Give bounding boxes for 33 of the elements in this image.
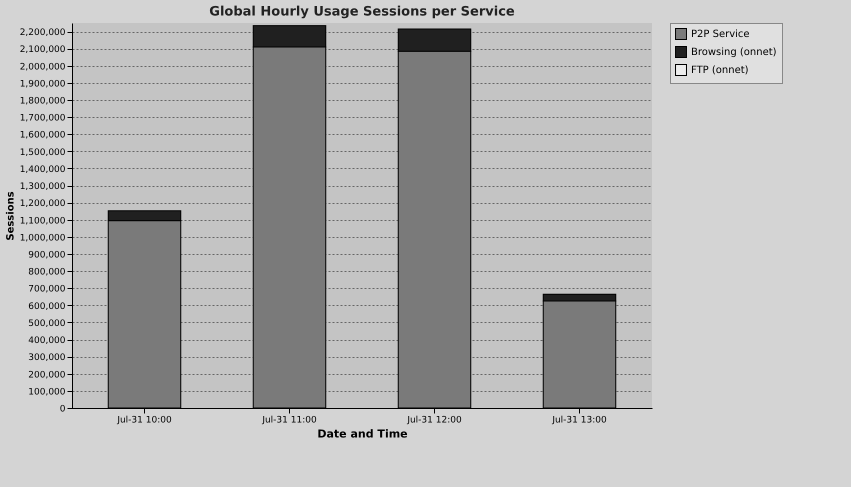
y-tick-label: 200,000 [28,370,66,380]
y-tick-label: 1,300,000 [20,182,66,192]
y-tick-label: 1,200,000 [20,199,66,210]
chart-title: Global Hourly Usage Sessions per Service [209,4,515,20]
legend-label: P2P Service [691,29,750,40]
y-tick-label: 1,800,000 [20,96,66,106]
x-tick-label: Jul-31 11:00 [261,416,317,426]
y-tick-label: 400,000 [28,336,66,346]
y-tick-label: 700,000 [28,284,66,295]
legend-label: FTP (onnet) [691,65,749,76]
y-tick-label: 900,000 [28,250,66,260]
y-tick-label: 1,900,000 [20,79,66,90]
x-tick-label: Jul-31 13:00 [551,416,607,426]
y-tick-label: 600,000 [28,302,66,312]
y-axis-title: Sessions [6,191,17,241]
y-tick-label: 2,200,000 [20,28,66,38]
y-tick-label: 2,100,000 [20,45,66,56]
y-tick-label: 100,000 [28,387,66,398]
y-tick-label: 1,700,000 [20,114,66,124]
y-tick-label: 1,400,000 [20,164,66,175]
x-tick-label: Jul-31 10:00 [116,416,172,426]
y-tick-label: 1,600,000 [20,130,66,141]
y-tick-label: 2,000,000 [20,62,66,72]
y-tick-label: 500,000 [28,318,66,329]
x-axis-title: Date and Time [317,428,408,440]
y-tick-label: 300,000 [28,353,66,364]
x-tick-label: Jul-31 12:00 [406,416,462,426]
y-tick-label: 800,000 [28,268,66,278]
legend-label: Browsing (onnet) [691,47,777,58]
y-tick-label: 1,500,000 [20,148,66,158]
y-tick-label: 0 [60,404,66,414]
y-tick-label: 1,000,000 [20,233,66,244]
y-tick-label: 1,100,000 [20,216,66,226]
